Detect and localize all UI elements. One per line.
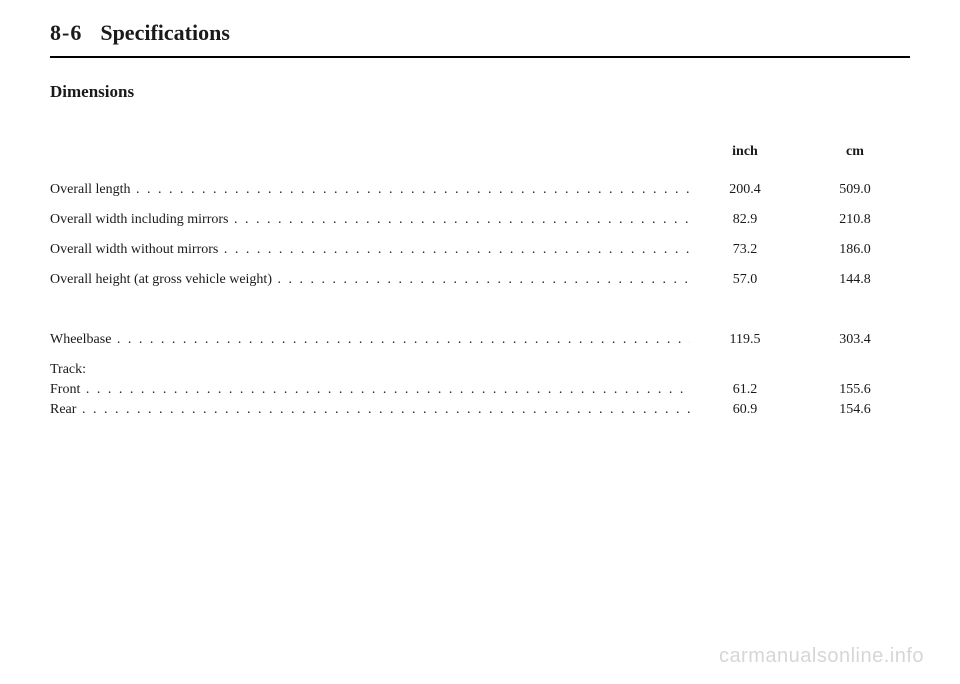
row-value-inch: 60.9 <box>690 402 800 418</box>
row-value-cm: 509.0 <box>800 182 910 198</box>
row-value-cm: 186.0 <box>800 242 910 258</box>
row-value-inch: 82.9 <box>690 212 800 228</box>
watermark: carmanualsonline.info <box>719 645 924 668</box>
header-divider <box>50 56 910 58</box>
row-label: Wheelbase <box>50 332 690 348</box>
row-label: Overall height (at gross vehicle weight) <box>50 272 690 288</box>
section-title: Dimensions <box>50 82 910 102</box>
table-row: Overall length 200.4 509.0 <box>50 182 910 198</box>
row-value-cm: 303.4 <box>800 332 910 348</box>
row-label: Front <box>50 382 690 398</box>
table-row: Front 61.2 155.6 <box>50 382 910 398</box>
table-row: Wheelbase 119.5 303.4 <box>50 332 910 348</box>
row-label: Overall width without mirrors <box>50 242 690 258</box>
row-value-inch: 200.4 <box>690 182 800 198</box>
label-column-spacer <box>50 144 690 160</box>
row-value-inch: 73.2 <box>690 242 800 258</box>
page-number: 8-6 <box>50 20 82 46</box>
table-row: Rear 60.9 154.6 <box>50 402 910 418</box>
table-row: Overall width including mirrors 82.9 210… <box>50 212 910 228</box>
column-headers-row: inch cm <box>50 144 910 160</box>
page-header: 8-6 Specifications <box>50 20 910 46</box>
row-value-inch: 119.5 <box>690 332 800 348</box>
column-header-inch: inch <box>690 144 800 160</box>
row-value-inch: 57.0 <box>690 272 800 288</box>
row-value-inch: 61.2 <box>690 382 800 398</box>
row-value-cm: 144.8 <box>800 272 910 288</box>
specifications-table: inch cm Overall length 200.4 509.0 Overa… <box>50 144 910 418</box>
page-title: Specifications <box>100 20 230 46</box>
table-row: Overall width without mirrors 73.2 186.0 <box>50 242 910 258</box>
row-value-cm: 155.6 <box>800 382 910 398</box>
row-label: Rear <box>50 402 690 418</box>
row-label: Overall length <box>50 182 690 198</box>
row-value-cm: 154.6 <box>800 402 910 418</box>
table-row: Overall height (at gross vehicle weight)… <box>50 272 910 288</box>
track-group: Track: Front 61.2 155.6 Rear 60.9 154.6 <box>50 362 910 418</box>
column-header-cm: cm <box>800 144 910 160</box>
track-header: Track: <box>50 362 910 378</box>
row-label: Overall width including mirrors <box>50 212 690 228</box>
row-value-cm: 210.8 <box>800 212 910 228</box>
